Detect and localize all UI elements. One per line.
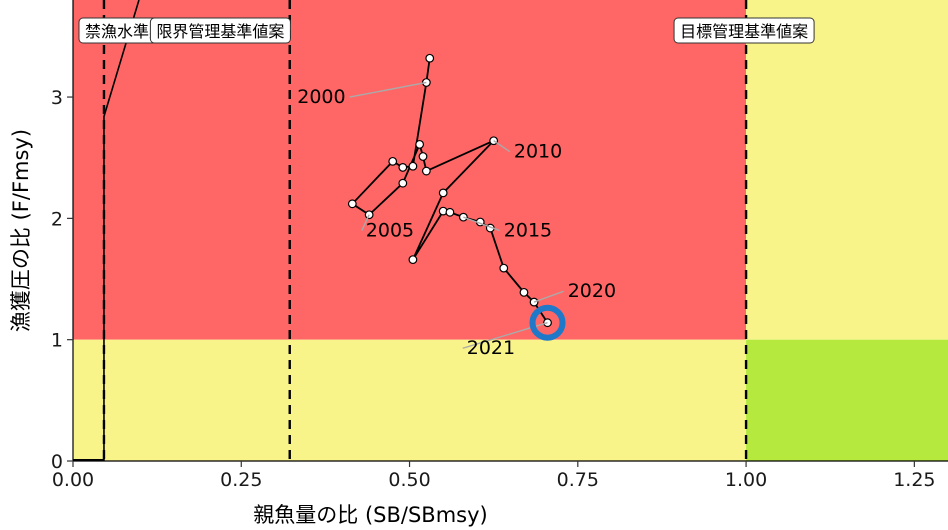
x-axis-title: 親魚量の比 (SB/SBmsy) xyxy=(253,503,487,527)
data-point-2014 xyxy=(445,207,455,217)
axes xyxy=(72,0,948,462)
reference-lines xyxy=(102,0,748,461)
year-label-2020: 2020 xyxy=(568,280,616,302)
y-tick-label-3: 3 xyxy=(51,87,63,109)
x-tick-label-3: 0.75 xyxy=(557,469,599,491)
reference-label-box-2 xyxy=(673,17,815,44)
y-tick-label-2: 2 xyxy=(51,208,63,230)
reference-label-0: 禁漁水準案 xyxy=(85,22,165,41)
data-point-2012 xyxy=(408,255,418,265)
data-point-2011 xyxy=(438,188,448,198)
data-point-2019 xyxy=(519,287,529,297)
status-regions xyxy=(73,0,948,461)
reference-label-box-1 xyxy=(149,17,291,44)
x-tick-label-2: 0.50 xyxy=(388,469,430,491)
year-label-2010: 2010 xyxy=(514,141,562,163)
x-tick-label-5: 1.25 xyxy=(893,469,935,491)
year-label-2000: 2000 xyxy=(297,86,345,108)
highlight-ring xyxy=(529,304,566,341)
region-2 xyxy=(746,0,948,340)
year-label-2021: 2021 xyxy=(467,337,515,359)
x-axis-ticks: 0.00 0.25 0.50 0.75 1.00 1.25 xyxy=(52,461,936,491)
data-point-1999 xyxy=(425,53,435,63)
leader-2015 xyxy=(463,216,501,232)
region-3 xyxy=(746,339,948,461)
data-point-2004 xyxy=(347,199,357,209)
data-point-2006 xyxy=(398,178,408,188)
reference-label-2: 目標管理基準値案 xyxy=(680,22,808,41)
data-point-2003 xyxy=(388,156,398,166)
y-axis-title: 漁獲圧の比 (F/Fmsy) xyxy=(9,129,33,332)
latest-year-highlight xyxy=(529,304,566,341)
leader-2000 xyxy=(349,81,427,98)
data-point-2020 xyxy=(529,297,539,307)
data-point-2002 xyxy=(398,163,408,172)
year-labels: 2000 2005 2010 2015 2020 2021 xyxy=(297,86,616,359)
year-label-2005: 2005 xyxy=(366,220,414,242)
region-1 xyxy=(73,339,747,461)
x-tick-label-0: 0.00 xyxy=(52,469,94,491)
y-tick-label-0: 0 xyxy=(51,451,63,473)
y-tick-label-1: 1 xyxy=(51,330,63,352)
data-point-2018 xyxy=(499,263,509,273)
x-tick-label-1: 0.25 xyxy=(220,469,262,491)
leader-2005 xyxy=(361,214,370,231)
leader-2010 xyxy=(493,140,511,153)
y-axis-ticks: 0 1 2 3 xyxy=(51,87,73,473)
data-point-2007 xyxy=(415,139,425,149)
data-point-2008 xyxy=(418,152,428,161)
data-point-2001 xyxy=(408,161,418,171)
data-point-2009 xyxy=(421,166,431,176)
data-point-2005 xyxy=(364,210,374,220)
reference-label-1: 限界管理基準値案 xyxy=(156,22,284,41)
x-tick-label-4: 1.00 xyxy=(725,469,767,491)
year-label-2015: 2015 xyxy=(504,220,552,242)
leader-2020 xyxy=(533,290,564,303)
